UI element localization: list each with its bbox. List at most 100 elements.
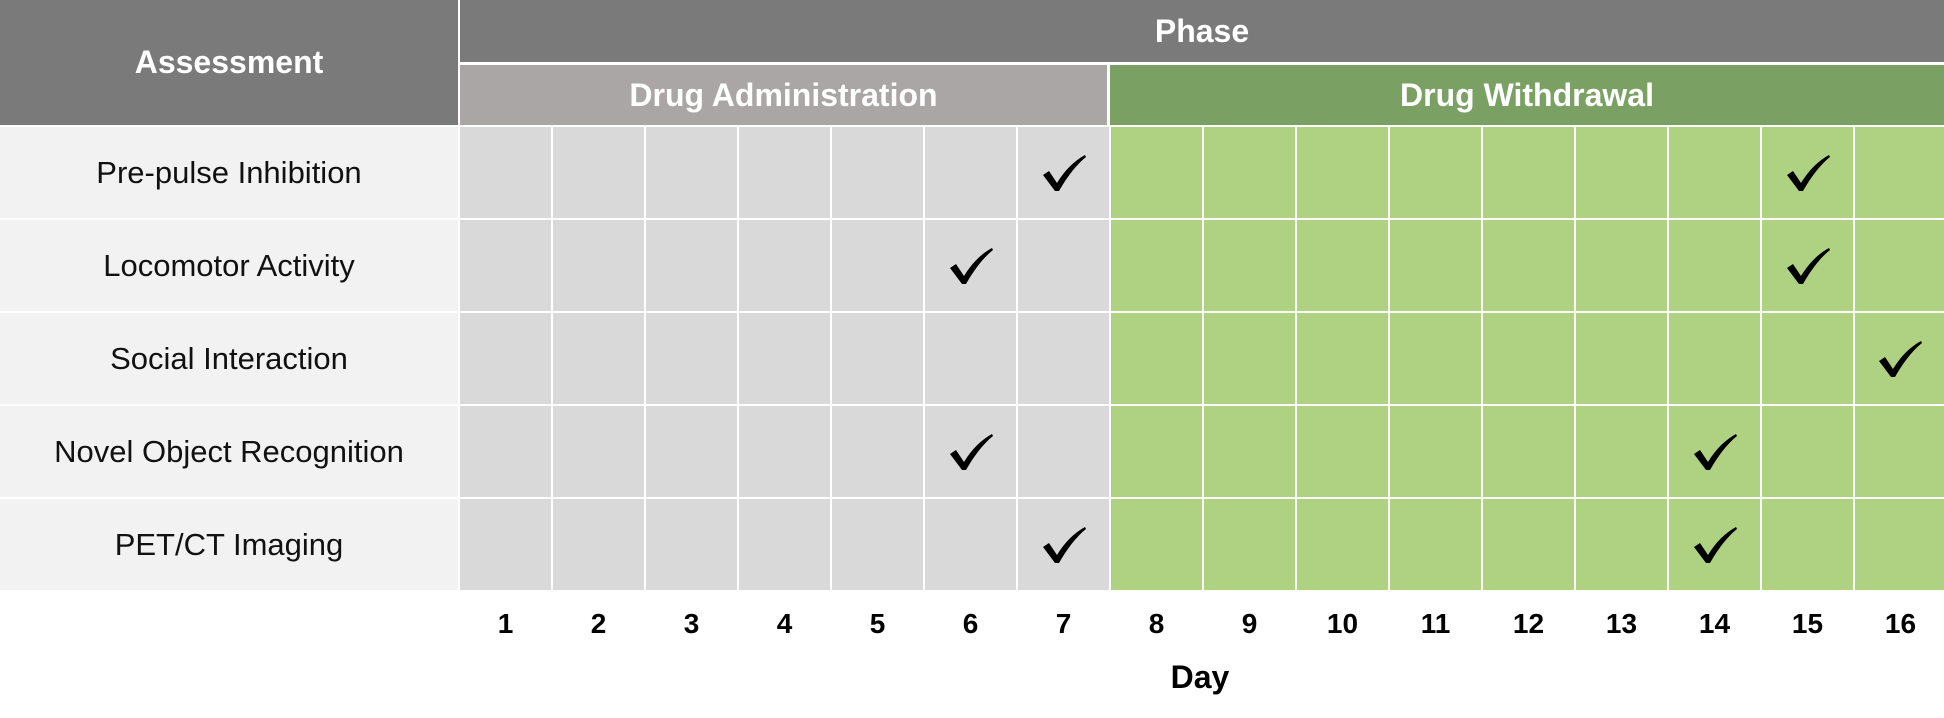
schedule-cell	[1390, 406, 1481, 497]
day-tick-label: 12	[1512, 608, 1545, 639]
schedule-cell	[925, 127, 1016, 218]
schedule-cell	[1018, 220, 1109, 311]
assessment-label-text: Social Interaction	[110, 340, 348, 376]
assessment-label: Novel Object Recognition	[0, 406, 458, 497]
schedule-cell	[739, 313, 830, 404]
schedule-cell	[460, 313, 551, 404]
day-tick-label: 11	[1420, 608, 1451, 639]
schedule-cell	[832, 313, 923, 404]
day-tick-label: 13	[1605, 608, 1638, 639]
schedule-cell	[1018, 406, 1109, 497]
day-tick-label: 14	[1698, 608, 1731, 639]
schedule-cell	[646, 220, 737, 311]
schedule-cell	[1111, 499, 1202, 590]
schedule-cell	[1297, 313, 1388, 404]
assessment-label-text: Novel Object Recognition	[54, 433, 404, 469]
phase-header: Phase	[460, 0, 1944, 62]
checkmark-icon	[1786, 154, 1830, 191]
schedule-cell	[1111, 313, 1202, 404]
phase-drug-withdrawal-label: Drug Withdrawal	[1400, 76, 1654, 113]
schedule-cell	[1855, 406, 1944, 497]
schedule-cell	[1669, 127, 1760, 218]
checkmark-icon	[1878, 340, 1922, 377]
day-tick-label: 2	[590, 608, 607, 639]
schedule-cell	[925, 406, 1016, 497]
schedule-cell	[739, 220, 830, 311]
assessment-header: Assessment	[0, 0, 458, 125]
schedule-cell	[553, 127, 644, 218]
assessment-label-text: Locomotor Activity	[103, 247, 355, 283]
assessment-label: Pre-pulse Inhibition	[0, 127, 458, 218]
assessment-label: Locomotor Activity	[0, 220, 458, 311]
x-axis-label-text: Day	[1170, 659, 1230, 695]
schedule-cell	[553, 220, 644, 311]
day-tick-label: 7	[1055, 608, 1072, 639]
schedule-cell	[1669, 499, 1760, 590]
schedule-cell	[1297, 499, 1388, 590]
schedule-cell	[1576, 220, 1667, 311]
schedule-cell	[1855, 499, 1944, 590]
schedule-cell	[1018, 127, 1109, 218]
day-tick-label: 9	[1241, 608, 1258, 639]
schedule-cell	[1390, 313, 1481, 404]
schedule-cell	[1483, 313, 1574, 404]
schedule-cell	[1018, 499, 1109, 590]
day-tick-label: 1	[497, 608, 514, 639]
schedule-cell	[1204, 499, 1295, 590]
schedule-cell	[1111, 406, 1202, 497]
schedule-cell	[1855, 127, 1944, 218]
schedule-cell	[1483, 406, 1574, 497]
schedule-cell	[553, 406, 644, 497]
schedule-cell	[646, 127, 737, 218]
schedule-cell	[1762, 406, 1853, 497]
day-tick-label: 5	[869, 608, 886, 639]
day-tick-label: 8	[1148, 608, 1165, 639]
day-tick-label: 6	[962, 608, 979, 639]
assessment-label-text: PET/CT Imaging	[114, 526, 344, 562]
schedule-cell	[1762, 220, 1853, 311]
checkmark-icon	[1693, 526, 1737, 563]
schedule-cell	[1390, 499, 1481, 590]
schedule-cell	[1855, 313, 1944, 404]
phase-drug-administration: Drug Administration	[460, 65, 1107, 125]
schedule-cell	[1111, 220, 1202, 311]
schedule-cell	[832, 499, 923, 590]
day-tick-label: 16	[1884, 608, 1917, 639]
checkmark-icon	[1786, 247, 1830, 284]
schedule-cell	[925, 220, 1016, 311]
schedule-cell	[646, 499, 737, 590]
schedule-cell	[646, 313, 737, 404]
schedule-cell	[460, 499, 551, 590]
schedule-cell	[1297, 127, 1388, 218]
schedule-cell	[1390, 220, 1481, 311]
schedule-cell	[739, 127, 830, 218]
schedule-cell	[1576, 127, 1667, 218]
checkmark-icon	[949, 433, 993, 470]
schedule-cell	[553, 313, 644, 404]
schedule-cell	[1297, 220, 1388, 311]
schedule-cell	[1576, 406, 1667, 497]
phase-drug-administration-label: Drug Administration	[629, 76, 938, 113]
day-tick-label: 15	[1791, 608, 1824, 639]
schedule-cell	[1204, 220, 1295, 311]
schedule-cell	[925, 313, 1016, 404]
assessment-label-text: Pre-pulse Inhibition	[96, 154, 362, 190]
phase-header-text: Phase	[1154, 12, 1250, 49]
schedule-cell	[460, 127, 551, 218]
schedule-cell	[1669, 313, 1760, 404]
phase-drug-withdrawal: Drug Withdrawal	[1110, 65, 1944, 125]
schedule-cell	[1204, 313, 1295, 404]
schedule-cell	[1762, 499, 1853, 590]
schedule-cell	[925, 499, 1016, 590]
schedule-cell	[553, 499, 644, 590]
schedule-cell	[1855, 220, 1944, 311]
schedule-cell	[646, 406, 737, 497]
schedule-cell	[1576, 499, 1667, 590]
checkmark-icon	[1042, 526, 1086, 563]
assessment-label: Social Interaction	[0, 313, 458, 404]
schedule-cell	[1483, 127, 1574, 218]
assessment-label: PET/CT Imaging	[0, 499, 458, 590]
schedule-cell	[832, 127, 923, 218]
assessment-header-text: Assessment	[134, 44, 324, 80]
